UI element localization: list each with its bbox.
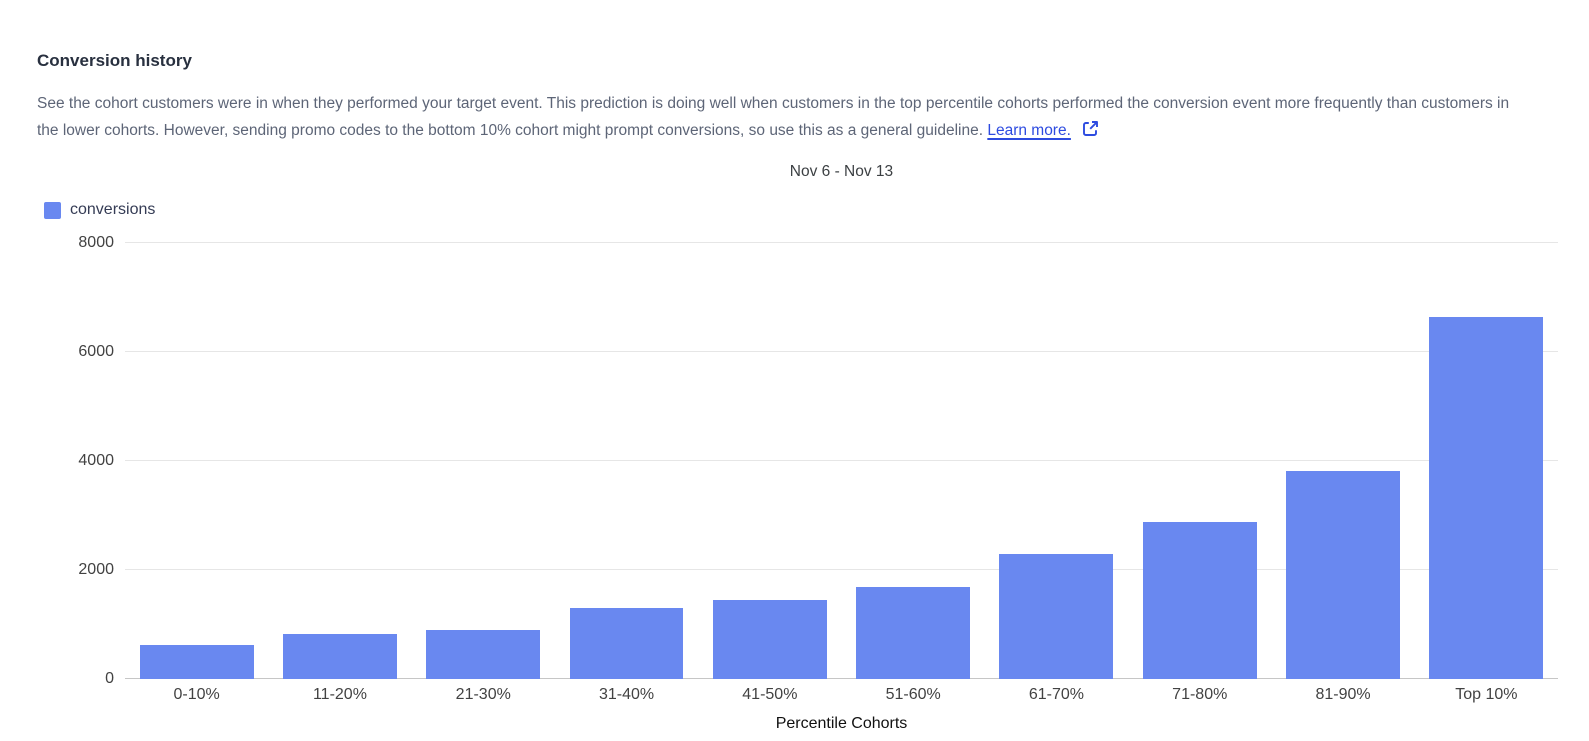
- x-tick-label: 31-40%: [598, 686, 655, 703]
- y-tick-label: 0: [105, 670, 114, 687]
- bars-container: [125, 243, 1558, 679]
- bar-81-90%[interactable]: [1286, 470, 1400, 679]
- bar-slot: [125, 243, 268, 679]
- bar-0-10%[interactable]: [139, 644, 254, 679]
- x-axis-baseline: [125, 678, 1558, 679]
- bar-slot: [985, 243, 1128, 679]
- bar-slot: [412, 243, 555, 679]
- x-tick-label: 51-60%: [885, 686, 941, 703]
- gridline: [125, 460, 1558, 461]
- bar-slot: [698, 243, 841, 679]
- bar-61-70%[interactable]: [999, 554, 1114, 679]
- gridline: [125, 242, 1558, 243]
- x-tick-label: 81-90%: [1315, 686, 1371, 703]
- x-tick-label: Top 10%: [1455, 686, 1518, 703]
- y-tick-label: 4000: [78, 452, 114, 469]
- bar-21-30%[interactable]: [426, 629, 541, 679]
- learn-more-link[interactable]: Learn more.: [987, 120, 1099, 139]
- x-tick-label: 61-70%: [1028, 686, 1085, 703]
- learn-more-label: Learn more.: [987, 122, 1071, 139]
- bar-11-20%[interactable]: [282, 634, 397, 679]
- bar-41-50%[interactable]: [712, 599, 827, 679]
- bar-slot: [841, 243, 984, 679]
- x-tick-label: 21-30%: [455, 686, 511, 703]
- chart-title: Nov 6 - Nov 13: [789, 163, 894, 180]
- gridline: [125, 569, 1558, 570]
- bar-slot: [555, 243, 698, 679]
- y-tick-label: 6000: [78, 343, 114, 360]
- bar-31-40%[interactable]: [569, 608, 684, 679]
- x-tick-label: 41-50%: [742, 686, 798, 703]
- external-link-icon: [1082, 120, 1099, 137]
- bar-51-60%[interactable]: [856, 587, 971, 679]
- panel-header: Conversion history See the cohort custom…: [37, 51, 1531, 144]
- bar-71-80%[interactable]: [1142, 522, 1257, 679]
- bar-slot: [1128, 243, 1271, 679]
- gridline: [125, 351, 1558, 352]
- plot-area: 0 2000 4000 6000 8000 0-10% 11-20% 21-30% 31-40…: [78, 234, 1558, 732]
- panel-description: See the cohort customers were in when th…: [37, 90, 1531, 144]
- x-tick-label: 71-80%: [1172, 686, 1228, 703]
- bar-slot: [1271, 243, 1414, 679]
- chart-legend: conversions: [44, 201, 155, 219]
- bar-slot: [268, 243, 411, 679]
- y-tick-label: 8000: [78, 234, 114, 251]
- description-text: See the cohort customers were in when th…: [37, 95, 1510, 139]
- y-tick-label: 2000: [78, 561, 114, 578]
- legend-label: conversions: [70, 201, 156, 218]
- page-title: Conversion history: [37, 51, 192, 70]
- bar-slot: [1415, 243, 1558, 679]
- x-tick-label: 11-20%: [312, 686, 367, 703]
- bar-Top 10%[interactable]: [1429, 316, 1544, 679]
- x-tick-label: 0-10%: [173, 686, 220, 703]
- x-axis-title: Percentile Cohorts: [775, 715, 908, 732]
- legend-swatch: [44, 201, 61, 219]
